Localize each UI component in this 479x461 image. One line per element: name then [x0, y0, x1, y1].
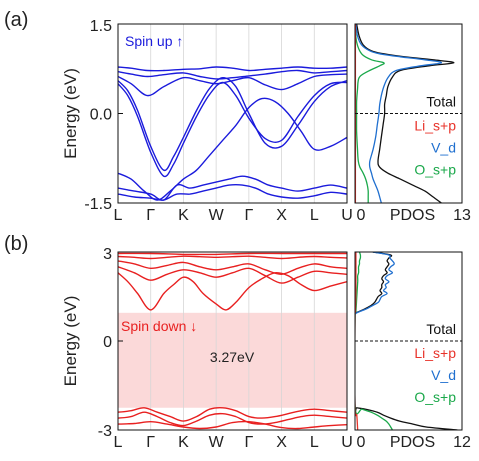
pdos-curve — [355, 24, 443, 203]
x-tick-label: U — [341, 207, 353, 224]
legend-entry: O_s+p — [414, 389, 456, 405]
x-tick-label: K — [178, 207, 189, 224]
band-line — [118, 420, 347, 430]
x-tick-label: L — [310, 207, 319, 224]
pdos-x-tick-label: 13 — [453, 207, 471, 224]
pdos-curve — [355, 252, 359, 430]
bands — [118, 252, 347, 430]
y-axis-label: Energy (eV) — [61, 296, 80, 387]
pdos-x-tick-label: 12 — [453, 434, 471, 451]
y-tick-label: 0.0 — [90, 107, 112, 124]
band-line — [118, 272, 347, 311]
x-tick-label: Γ — [244, 207, 253, 224]
x-tick-label: W — [209, 434, 225, 451]
pdos-curve — [355, 24, 455, 203]
x-tick-label: Γ — [244, 434, 253, 451]
x-tick-label: K — [178, 434, 189, 451]
pdos-frame — [354, 251, 463, 431]
legend-entry: Total — [426, 94, 456, 110]
legend-entry: Li_s+p — [414, 118, 456, 134]
y-tick-label: -3 — [98, 423, 112, 440]
x-tick-label: Γ — [146, 434, 155, 451]
x-tick-label: L — [310, 434, 319, 451]
band-line — [118, 66, 347, 72]
y-tick-label: 1.5 — [90, 18, 112, 35]
pdos-curve — [355, 252, 395, 315]
x-tick-label: Γ — [146, 207, 155, 224]
y-tick-label: 3 — [103, 246, 112, 263]
legend-entry: O_s+p — [414, 162, 456, 178]
band-line — [118, 411, 347, 427]
pdos-frame — [354, 23, 463, 204]
band-line — [118, 73, 347, 97]
legend-entry: V_d — [431, 367, 456, 383]
band-line — [118, 266, 347, 284]
panel-b: (b) 3 0 -3 Energy (eV) L Γ K W Γ X L U Spin down ↓ 3.2… — [4, 233, 471, 451]
band-frame — [117, 23, 348, 204]
band-line — [118, 252, 347, 256]
pdos-curve — [355, 252, 394, 430]
pdos-curve — [355, 252, 458, 430]
pdos-curves — [355, 252, 458, 430]
band-line — [118, 69, 347, 80]
x-tick-label: L — [114, 207, 123, 224]
panel-label: (b) — [4, 233, 28, 255]
band-line — [118, 184, 347, 201]
x-tick-label: X — [276, 207, 287, 224]
spin-annotation: Spin down ↓ — [121, 318, 197, 334]
gap-label: 3.27eV — [210, 349, 255, 365]
band-line — [118, 406, 347, 422]
band-line — [118, 81, 347, 178]
legend-entry: Li_s+p — [414, 345, 456, 361]
pdos-x-tick-label: 0 — [357, 434, 366, 451]
band-gap-region — [118, 312, 347, 408]
panel-a: (a) 1.5 0.0 -1.5 Energy (eV) L Γ K W Γ X L U Spin up … — [4, 9, 471, 224]
band-line — [118, 76, 347, 172]
y-axis-label: Energy (eV) — [61, 68, 80, 159]
y-tick-label: 0 — [103, 334, 112, 351]
legend-entry: V_d — [431, 140, 456, 156]
x-tick-label: W — [209, 207, 225, 224]
bands — [118, 66, 347, 201]
x-tick-label: U — [341, 434, 353, 451]
pdos-x-tick-label: 0 — [357, 207, 366, 224]
pdos-axis-label: PDOS — [390, 434, 435, 451]
spin-annotation: Spin up ↑ — [125, 33, 183, 49]
legend-entry: Total — [426, 321, 456, 337]
y-tick-label: -1.5 — [84, 196, 112, 213]
band-line — [118, 260, 347, 276]
panel-label: (a) — [4, 9, 28, 31]
pdos-axis-label: PDOS — [390, 207, 435, 224]
x-tick-label: X — [276, 434, 287, 451]
band-line — [118, 255, 347, 260]
x-tick-label: L — [114, 434, 123, 451]
